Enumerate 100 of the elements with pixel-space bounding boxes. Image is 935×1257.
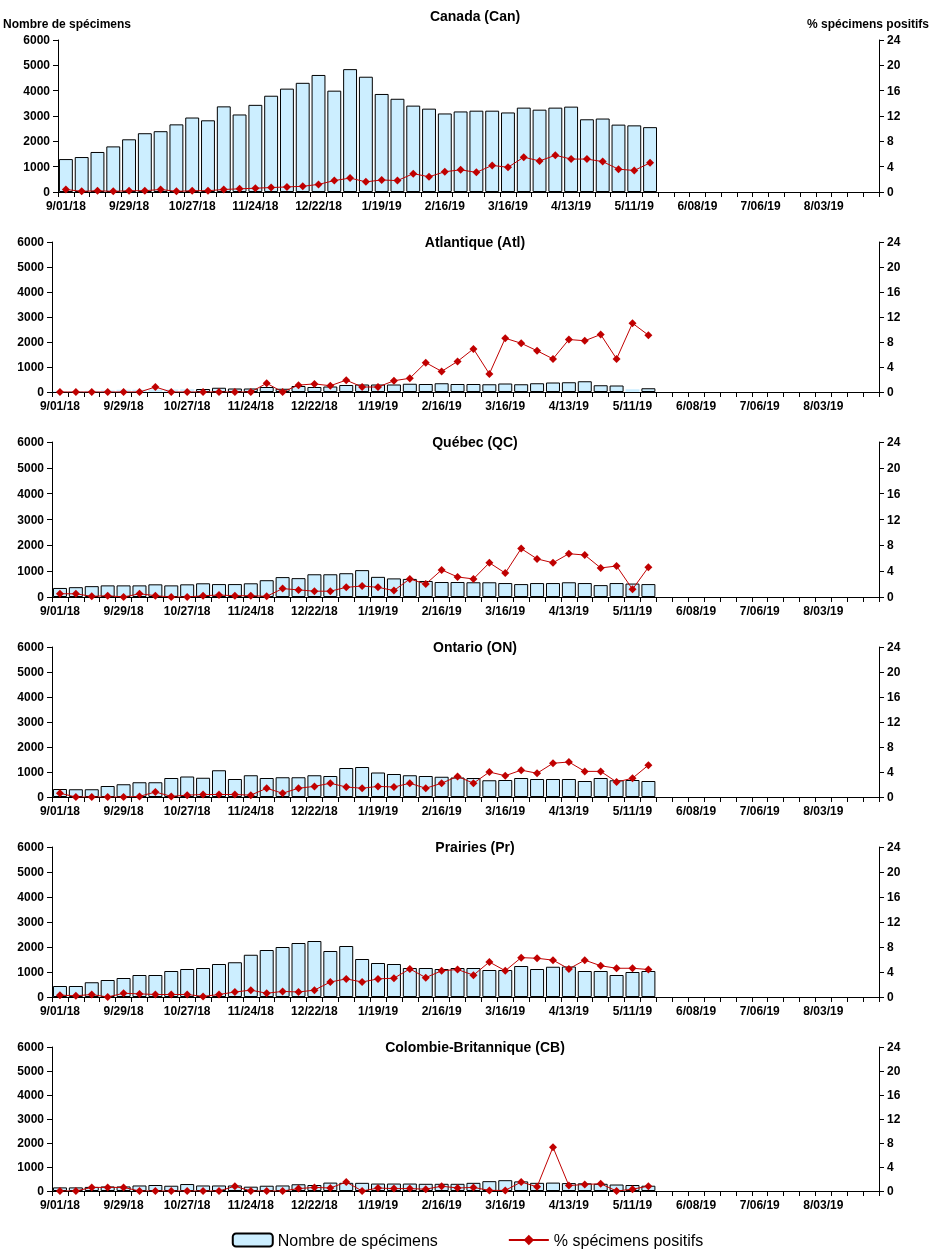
y2-tick-label: 16 — [887, 285, 901, 299]
x-tick-label: 12/22/18 — [291, 804, 339, 818]
x-tick-label: 8/03/19 — [803, 1004, 844, 1018]
x-tick-label: 10/27/18 — [163, 804, 211, 818]
y-tick-label: 2000 — [23, 134, 51, 149]
x-tick-label: 10/27/18 — [163, 1198, 211, 1212]
x-tick-label: 10/27/18 — [163, 604, 211, 618]
y-tick-label: 1000 — [17, 564, 45, 579]
x-tick-label: 1/19/19 — [358, 1004, 399, 1018]
y-tick-label: 5000 — [17, 460, 45, 475]
x-tick-label: 7/06/19 — [739, 1004, 781, 1018]
y2-tick-label: 24 — [887, 235, 901, 249]
x-tick-label: 9/01/18 — [39, 804, 81, 818]
y-tick-label: 0 — [37, 790, 45, 804]
y-tick-label: 0 — [37, 990, 45, 1004]
x-tick-label: 3/16/19 — [485, 1198, 526, 1212]
y-tick-label: 0 — [37, 590, 45, 604]
y-tick-label: 3000 — [17, 512, 45, 527]
y-tick-label: 6000 — [17, 1040, 45, 1054]
y-tick-label: 2000 — [17, 1136, 45, 1150]
x-tick-label: 8/03/19 — [803, 1198, 844, 1212]
y-tick-label: 5000 — [17, 1064, 45, 1078]
x-tick-label: 8/03/19 — [803, 804, 844, 818]
y2-tick-label: 0 — [887, 1184, 894, 1198]
x-tick-label: 7/06/19 — [739, 399, 781, 413]
y2-tick-label: 20 — [887, 865, 901, 879]
x-tick-label: 10/27/18 — [163, 1004, 211, 1018]
x-tick-label: 4/13/19 — [548, 399, 590, 413]
y2-tick-label: 16 — [887, 690, 901, 704]
x-tick-label: 1/19/19 — [361, 199, 402, 213]
x-tick-label: 9/01/18 — [39, 604, 81, 618]
x-tick-label: 1/19/19 — [358, 1198, 399, 1212]
x-tick-label: 6/08/19 — [676, 399, 717, 413]
legend-label: Nombre de spécimens — [277, 1231, 438, 1249]
x-tick-label: 5/11/19 — [612, 399, 653, 413]
x-tick-label: 6/08/19 — [676, 604, 717, 618]
x-tick-label: 2/16/19 — [421, 1198, 462, 1212]
y2-tick-label: 0 — [887, 385, 894, 399]
y2-tick-label: 24 — [887, 435, 901, 449]
x-tick-label: 11/24/18 — [232, 199, 279, 213]
y-tick-label: 2000 — [17, 740, 45, 754]
x-tick-label: 2/16/19 — [421, 1004, 462, 1018]
x-tick-label: 7/06/19 — [740, 199, 781, 213]
x-tick-label: 2/16/19 — [421, 604, 462, 618]
x-tick-label: 1/19/19 — [358, 399, 399, 413]
x-tick-label: 12/22/18 — [291, 399, 339, 413]
y-tick-label: 3000 — [17, 915, 45, 929]
x-tick-label: 9/29/18 — [103, 399, 144, 413]
x-tick-label: 9/01/18 — [45, 199, 87, 213]
y2-tick-label: 0 — [887, 990, 894, 1004]
x-tick-label: 9/29/18 — [103, 1004, 144, 1018]
y2-tick-label: 8 — [887, 940, 894, 954]
y-tick-label: 1000 — [17, 1160, 45, 1174]
x-tick-label: 5/11/19 — [612, 1004, 653, 1018]
y-tick-label: 6000 — [17, 840, 45, 854]
x-tick-label: 10/27/18 — [163, 399, 211, 413]
x-tick-label: 5/11/19 — [612, 604, 653, 618]
x-tick-label: 3/16/19 — [485, 604, 526, 618]
y-tick-label: 1000 — [17, 765, 45, 779]
y-tick-label: 3000 — [17, 715, 45, 729]
y-tick-label: 4000 — [17, 890, 45, 904]
y-tick-label: 4000 — [17, 690, 45, 704]
y2-tick-label: 12 — [887, 310, 901, 324]
x-tick-label: 11/24/18 — [227, 604, 275, 618]
x-tick-label: 4/13/19 — [548, 804, 590, 818]
y-tick-label: 5000 — [17, 865, 45, 879]
x-tick-label: 5/11/19 — [614, 199, 655, 213]
y2-tick-label: 0 — [887, 790, 894, 804]
x-tick-label: 2/16/19 — [424, 199, 466, 213]
y-tick-label: 3000 — [23, 109, 51, 123]
x-tick-label: 7/06/19 — [739, 1198, 781, 1212]
x-tick-label: 5/11/19 — [612, 804, 653, 818]
x-tick-label: 2/16/19 — [421, 399, 462, 413]
y2-tick-label: 8 — [887, 1136, 894, 1150]
y2-tick-label: 24 — [887, 640, 901, 654]
y-tick-label: 5000 — [23, 58, 51, 73]
y-tick-label: 4000 — [17, 486, 45, 501]
x-tick-label: 12/22/18 — [291, 1004, 339, 1018]
y2-tick-label: 20 — [887, 1064, 901, 1078]
x-tick-label: 7/06/19 — [739, 604, 781, 618]
y2-tick-label: 4 — [887, 360, 894, 374]
x-tick-label: 9/01/18 — [39, 1198, 81, 1212]
x-tick-label: 3/16/19 — [485, 804, 526, 818]
y-tick-label: 1000 — [17, 965, 45, 979]
y-tick-label: 3000 — [17, 310, 45, 324]
y-tick-label: 2000 — [17, 538, 45, 553]
y-tick-label: 0 — [37, 385, 45, 399]
x-tick-label: 5/11/19 — [612, 1198, 653, 1212]
x-tick-label: 3/16/19 — [487, 199, 529, 213]
x-tick-label: 3/16/19 — [485, 399, 526, 413]
legend-label: % spécimens positifs — [553, 1231, 704, 1249]
y2-tick-label: 8 — [887, 335, 894, 349]
y-tick-label: 1000 — [23, 159, 51, 174]
y-tick-label: 0 — [43, 185, 51, 199]
x-tick-label: 1/19/19 — [358, 604, 399, 618]
y2-tick-label: 0 — [887, 590, 894, 604]
x-tick-label: 12/22/18 — [295, 199, 343, 213]
chart-title: Ontario (ON) — [433, 639, 517, 655]
x-tick-label: 11/24/18 — [227, 1198, 275, 1212]
x-tick-label: 11/24/18 — [227, 804, 275, 818]
